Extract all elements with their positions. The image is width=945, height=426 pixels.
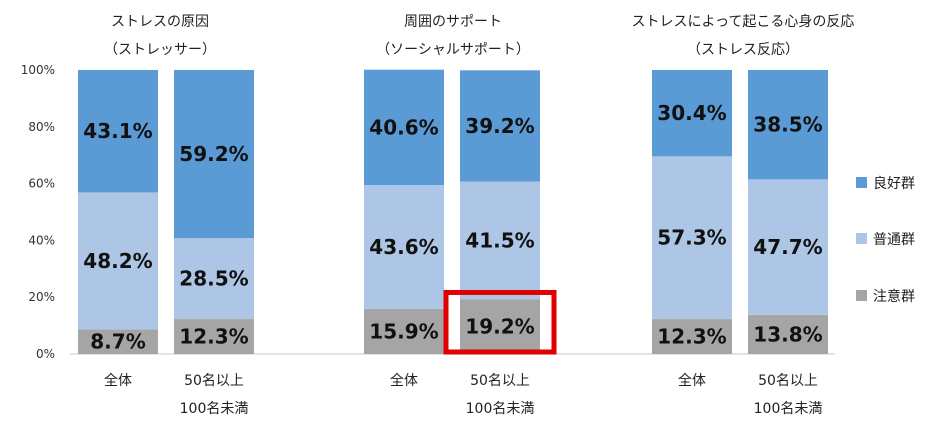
data-label-good: 38.5% xyxy=(753,113,822,137)
legend-swatch-normal xyxy=(856,233,867,244)
group-title-line1: ストレスの原因 xyxy=(111,14,209,30)
group-title-line2: （ストレス反応） xyxy=(687,42,799,58)
group-title-line2: （ストレッサー） xyxy=(104,42,216,58)
data-label-good: 43.1% xyxy=(83,119,152,143)
group-title-line2: （ソーシャルサポート） xyxy=(376,42,530,58)
highlight-box xyxy=(443,289,557,355)
y-tick-label: 0% xyxy=(36,347,55,361)
bar-segment-normal xyxy=(78,192,158,330)
legend-swatch-caution xyxy=(856,290,867,301)
bar-segment-caution xyxy=(652,319,732,354)
bar-segment-normal xyxy=(174,238,254,320)
legend-label-good: 良好群 xyxy=(873,176,915,192)
data-label-caution: 12.3% xyxy=(179,325,248,349)
y-tick-label: 60% xyxy=(28,177,55,191)
y-tick-label: 100% xyxy=(21,63,55,77)
data-label-caution: 19.2% xyxy=(465,315,534,339)
data-label-caution: 13.8% xyxy=(753,322,822,346)
data-label-good: 39.2% xyxy=(465,114,534,138)
legend-swatch-good xyxy=(856,177,867,188)
data-label-good: 40.6% xyxy=(369,115,438,139)
category-label: 50名以上 xyxy=(758,373,818,389)
data-label-normal: 43.6% xyxy=(369,235,438,259)
legend-label-caution: 注意群 xyxy=(873,288,915,305)
data-label-normal: 41.5% xyxy=(465,229,534,253)
data-label-good: 59.2% xyxy=(179,142,248,166)
bar-segment-caution xyxy=(460,299,540,354)
category-label-line2: 100名未満 xyxy=(180,401,249,417)
bar-segment-good xyxy=(460,70,540,182)
bar-segment-normal xyxy=(460,181,540,300)
bar-segment-caution xyxy=(364,308,444,354)
bar-segment-normal xyxy=(748,179,828,315)
category-label-line2: 100名未満 xyxy=(466,401,535,417)
bar-segment-normal xyxy=(364,185,444,309)
data-label-normal: 57.3% xyxy=(657,226,726,250)
category-label: 50名以上 xyxy=(470,373,530,389)
group-title-line1: 周囲のサポート xyxy=(404,14,502,30)
bar-segment-good xyxy=(364,69,444,186)
y-tick-label: 80% xyxy=(28,120,55,134)
group-title-reaction: ストレスによって起こる心身の反応 （ストレス反応） xyxy=(598,8,888,64)
bar-segment-good xyxy=(78,70,158,193)
category-label: 全体 xyxy=(678,372,706,389)
category-label: 全体 xyxy=(390,372,418,389)
group-title-line1: ストレスによって起こる心身の反応 xyxy=(631,14,855,30)
bar-segment-good xyxy=(174,70,254,239)
bar-segment-caution xyxy=(748,314,828,354)
category-label: 全体 xyxy=(104,372,132,389)
data-label-normal: 47.7% xyxy=(753,235,822,259)
bar-segment-caution xyxy=(78,329,158,354)
data-label-good: 30.4% xyxy=(657,101,726,125)
data-label-normal: 48.2% xyxy=(83,249,152,273)
bar-segment-caution xyxy=(174,319,254,354)
y-tick-label: 20% xyxy=(28,290,55,304)
category-label: 50名以上 xyxy=(184,373,244,389)
data-label-normal: 28.5% xyxy=(179,267,248,291)
category-label-line2: 100名未満 xyxy=(754,401,823,417)
data-label-caution: 8.7% xyxy=(90,330,145,354)
bar-segment-good xyxy=(748,70,828,180)
y-tick-label: 40% xyxy=(28,233,55,247)
bar-segment-good xyxy=(652,70,732,157)
group-title-stressor: ストレスの原因 （ストレッサー） xyxy=(20,8,300,64)
bar-segment-normal xyxy=(652,156,732,320)
data-label-caution: 12.3% xyxy=(657,325,726,349)
group-title-support: 周囲のサポート （ソーシャルサポート） xyxy=(313,8,593,64)
legend-label-normal: 普通群 xyxy=(873,232,915,248)
data-label-caution: 15.9% xyxy=(369,319,438,343)
